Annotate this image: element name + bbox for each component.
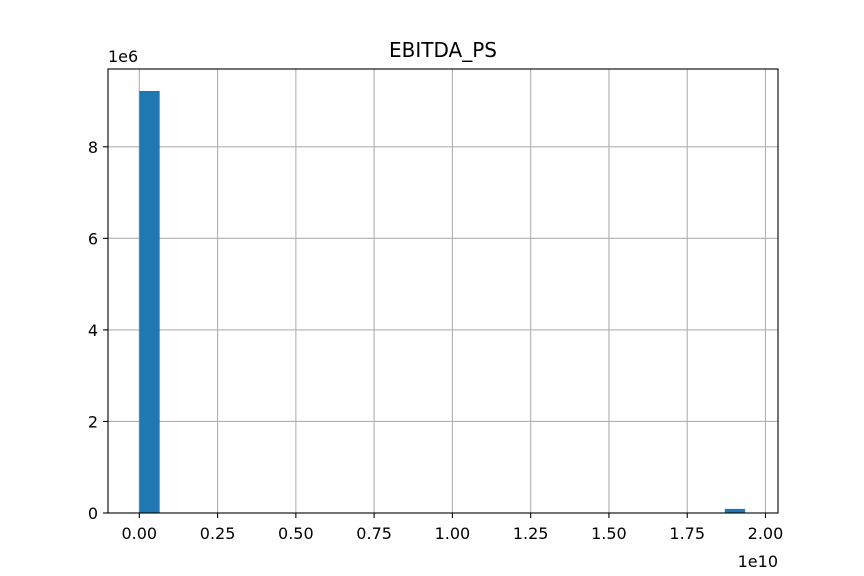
axes-frame bbox=[107, 68, 779, 514]
x-tick-label: 1.50 bbox=[591, 524, 627, 543]
x-tick-label: 0.75 bbox=[356, 524, 392, 543]
bars bbox=[139, 90, 746, 513]
y-tick-label: 0 bbox=[88, 504, 98, 523]
x-tick-label: 1.75 bbox=[669, 524, 705, 543]
x-axis: 0.00 0.25 0.50 0.75 1.00 1.25 1.50 1.75 2.00 bbox=[121, 513, 783, 543]
y-tick-label: 6 bbox=[88, 229, 98, 248]
y-axis: 0 2 4 6 8 bbox=[88, 138, 108, 523]
x-tick-label: 1.25 bbox=[513, 524, 549, 543]
x-tick-label: 1.00 bbox=[435, 524, 471, 543]
x-axis-offset-label: 1e10 bbox=[738, 552, 778, 571]
x-tick-label: 0.00 bbox=[121, 524, 157, 543]
y-tick-label: 4 bbox=[88, 321, 98, 340]
histogram-bar bbox=[139, 90, 160, 513]
y-tick-label: 2 bbox=[88, 412, 98, 431]
y-tick-label: 8 bbox=[88, 138, 98, 157]
y-axis-offset-label: 1e6 bbox=[108, 47, 138, 66]
chart-title: EBITDA_PS bbox=[389, 38, 497, 62]
x-tick-label: 2.00 bbox=[748, 524, 784, 543]
x-tick-label: 0.50 bbox=[278, 524, 314, 543]
x-tick-label: 0.25 bbox=[200, 524, 236, 543]
histogram-bar bbox=[724, 508, 746, 513]
grid-lines bbox=[108, 69, 778, 514]
